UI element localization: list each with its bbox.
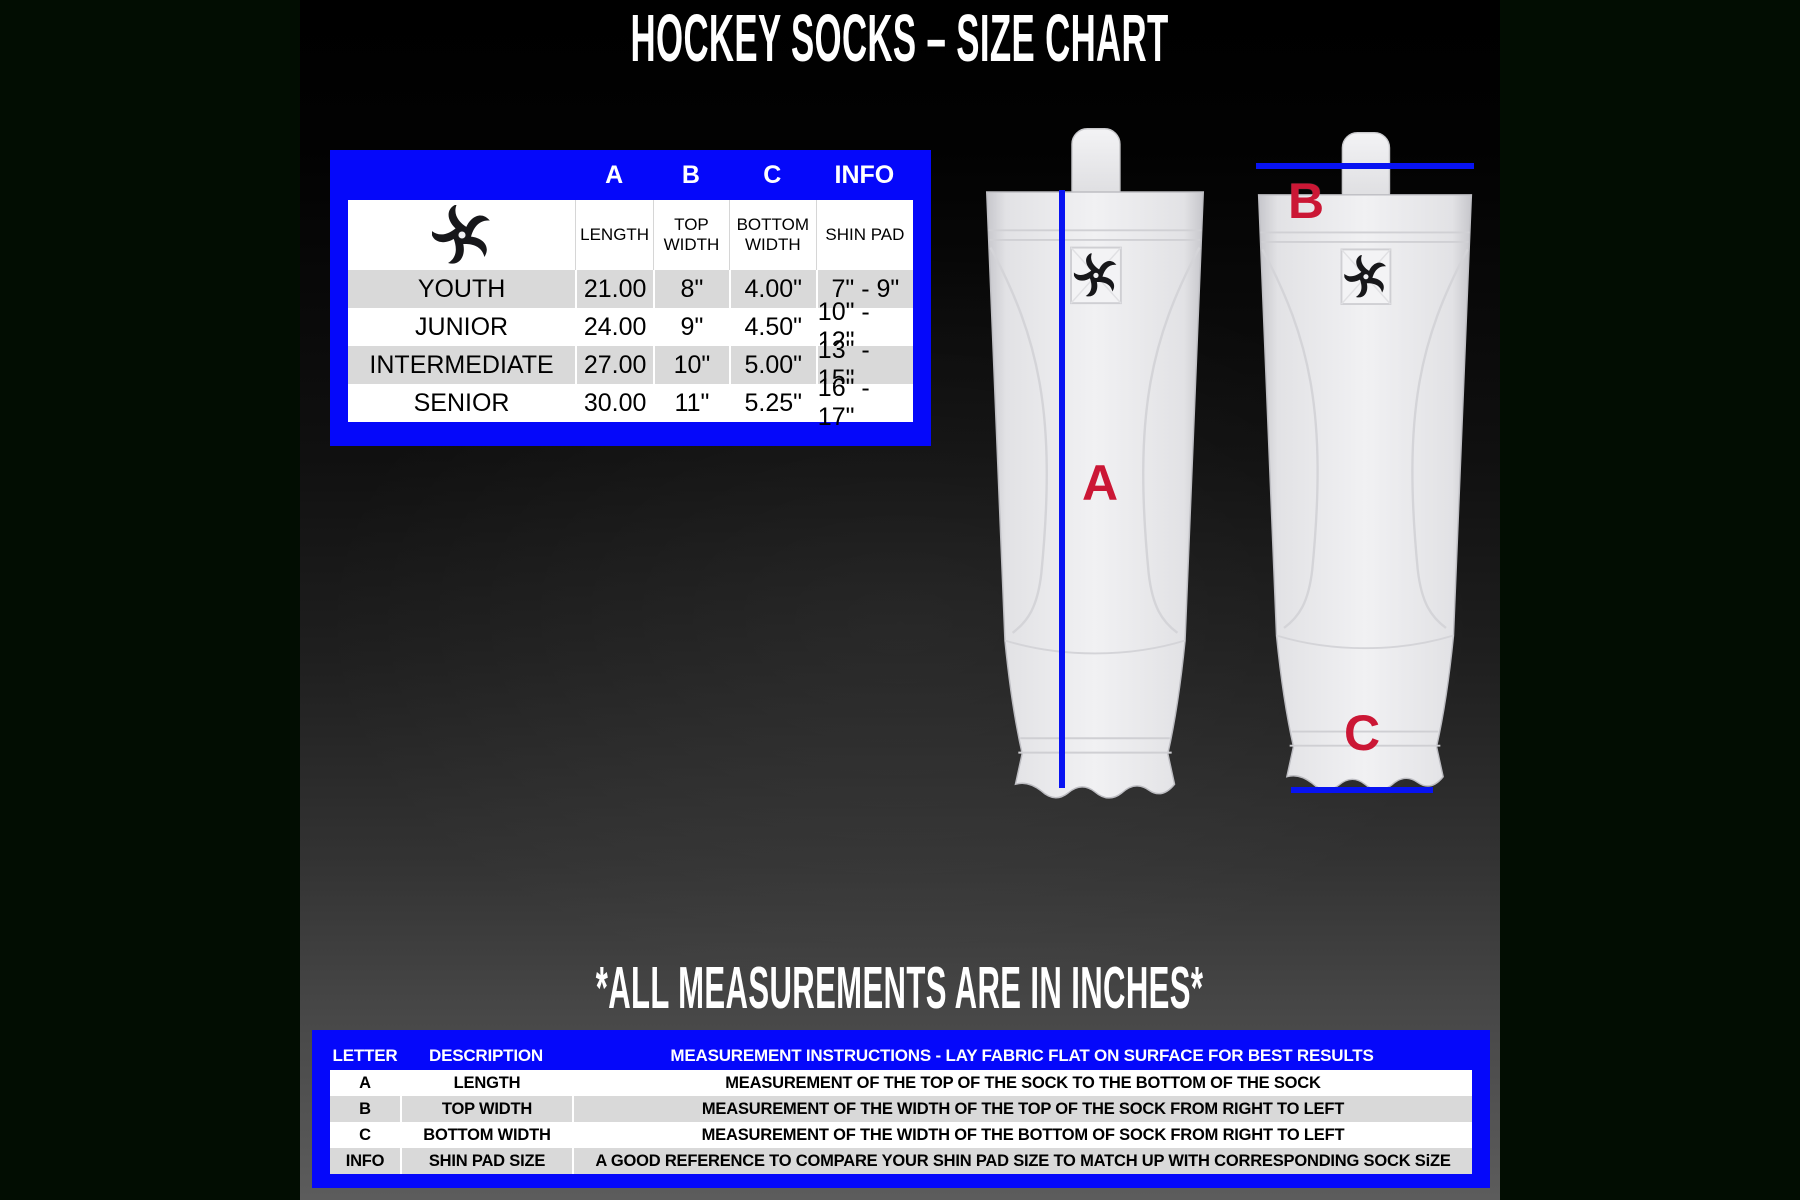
top-width-value: 8" <box>653 270 729 308</box>
length-value: 27.00 <box>575 346 654 384</box>
bottom-width-value: 4.00" <box>728 270 816 308</box>
measure-line-c <box>1291 787 1433 793</box>
size-table: A B C INFO LENGTH TOP WIDTH BOTTOM WIDTH… <box>330 150 931 446</box>
shin-pad-value: 16" - 17" <box>815 374 913 431</box>
measure-label-c: C <box>1344 705 1381 761</box>
measure-label-a: A <box>1082 455 1119 511</box>
letter-header-a: A <box>605 160 624 189</box>
measure-line-a <box>1059 190 1065 788</box>
top-width-value: 10" <box>653 346 729 384</box>
legend-instructions: MEASUREMENT OF THE TOP OF THE SOCK TO TH… <box>572 1070 1472 1096</box>
measurements-note-text: *ALL MEASUREMENTS ARE IN INCHES* <box>596 953 1204 1021</box>
legend-header-description: DESCRIPTION <box>429 1046 543 1065</box>
measure-label-b: B <box>1288 173 1325 229</box>
legend-row-a: A LENGTH MEASUREMENT OF THE TOP OF THE S… <box>330 1070 1472 1096</box>
shuriken-logo-icon <box>432 205 492 265</box>
brand-logo-cell <box>348 200 575 270</box>
length-value: 21.00 <box>575 270 654 308</box>
table-row-senior: SENIOR 30.00 11" 5.25" 16" - 17" <box>348 374 913 431</box>
legend-table: LETTER DESCRIPTION MEASUREMENT INSTRUCTI… <box>312 1030 1490 1188</box>
legend-instructions: MEASUREMENT OF THE WIDTH OF THE TOP OF T… <box>572 1096 1472 1122</box>
length-value: 24.00 <box>575 308 654 346</box>
legend-row-b: B TOP WIDTH MEASUREMENT OF THE WIDTH OF … <box>330 1096 1472 1122</box>
size-name: INTERMEDIATE <box>348 346 576 384</box>
bottom-width-value: 5.25" <box>728 384 816 422</box>
table-row-youth: YOUTH 21.00 8" 4.00" 7" - 9" <box>348 270 913 308</box>
legend-letter: B <box>330 1096 400 1122</box>
table-row-junior: JUNIOR 24.00 9" 4.50" 10" - 12" <box>348 298 913 355</box>
bottom-width-value: 5.00" <box>728 346 816 384</box>
legend-table-body: A LENGTH MEASUREMENT OF THE TOP OF THE S… <box>330 1070 1472 1174</box>
legend-header-row: LETTER DESCRIPTION MEASUREMENT INSTRUCTI… <box>330 1042 1472 1070</box>
legend-header-letter: LETTER <box>332 1046 398 1065</box>
shin-pad-value: 10" - 12" <box>815 298 913 355</box>
legend-letter: C <box>330 1122 400 1148</box>
top-width-value: 9" <box>653 308 729 346</box>
letter-header-b: B <box>681 160 700 189</box>
legend-header-instructions: MEASUREMENT INSTRUCTIONS - LAY FABRIC FL… <box>670 1046 1374 1065</box>
size-name: SENIOR <box>348 384 576 422</box>
legend-row-c: C BOTTOM WIDTH MEASUREMENT OF THE WIDTH … <box>330 1122 1472 1148</box>
size-table-subheader-row: LENGTH TOP WIDTH BOTTOM WIDTH SHIN PAD <box>348 200 913 270</box>
letter-header-c: C <box>763 160 782 189</box>
size-name: YOUTH <box>348 270 576 308</box>
subheader-top-width: TOP WIDTH <box>653 200 729 270</box>
legend-description: LENGTH <box>400 1070 572 1096</box>
size-table-body: LENGTH TOP WIDTH BOTTOM WIDTH SHIN PAD Y… <box>348 200 913 431</box>
page-title: HOCKEY SOCKS – SIZE CHART <box>300 0 1500 75</box>
subheader-length: LENGTH <box>575 200 653 270</box>
legend-instructions: MEASUREMENT OF THE WIDTH OF THE BOTTOM O… <box>572 1122 1472 1148</box>
subheader-shin-pad: SHIN PAD <box>815 200 913 270</box>
legend-description: SHIN PAD SIZE <box>400 1148 572 1174</box>
top-width-value: 11" <box>653 384 729 422</box>
legend-letter: A <box>330 1070 400 1096</box>
letter-header-info: INFO <box>834 160 895 189</box>
size-table-letter-header-row: A B C INFO <box>348 150 913 200</box>
legend-description: TOP WIDTH <box>400 1096 572 1122</box>
legend-row-info: INFO SHIN PAD SIZE A GOOD REFERENCE TO C… <box>330 1148 1472 1174</box>
bottom-width-value: 4.50" <box>728 308 816 346</box>
legend-description: BOTTOM WIDTH <box>400 1122 572 1148</box>
legend-instructions: A GOOD REFERENCE TO COMPARE YOUR SHIN PA… <box>572 1148 1472 1174</box>
size-name: JUNIOR <box>348 308 576 346</box>
measure-line-b <box>1256 163 1474 169</box>
measurements-note: *ALL MEASUREMENTS ARE IN INCHES* <box>300 952 1500 1024</box>
length-value: 30.00 <box>575 384 654 422</box>
subheader-bottom-width: BOTTOM WIDTH <box>728 200 816 270</box>
shin-pad-value: 7" - 9" <box>815 270 913 308</box>
legend-letter: INFO <box>330 1148 400 1174</box>
page-title-text: HOCKEY SOCKS – SIZE CHART <box>630 0 1170 75</box>
